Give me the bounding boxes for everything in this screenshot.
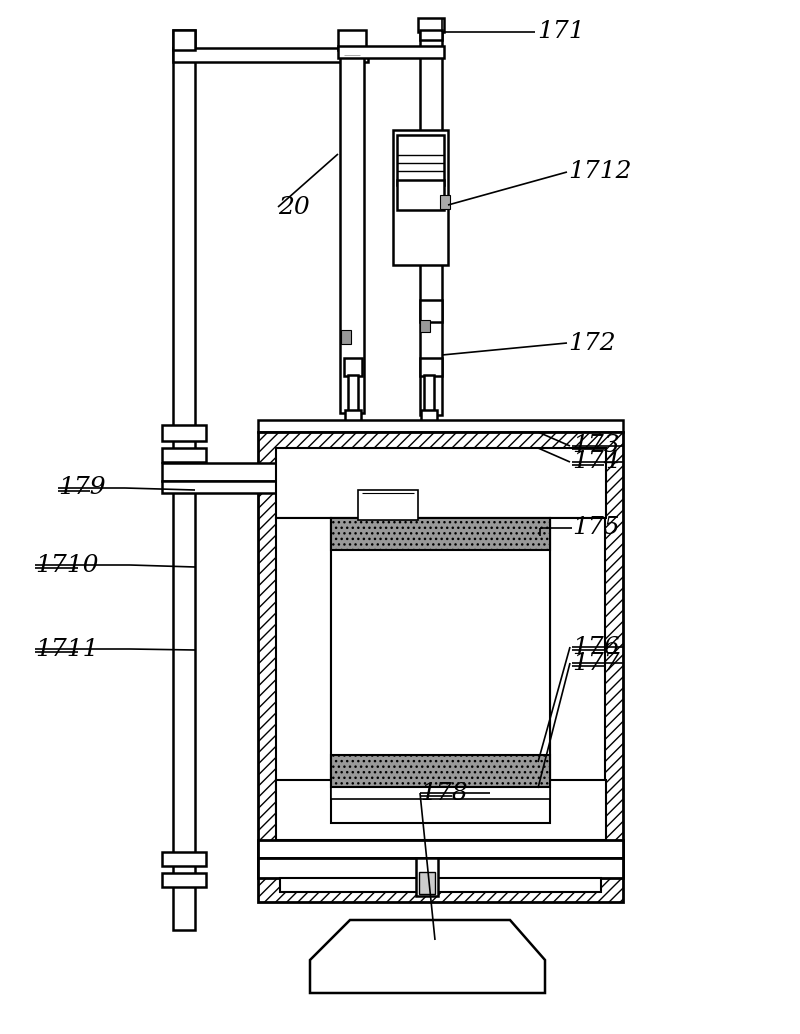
Bar [420, 30, 442, 40]
Bar [421, 410, 437, 424]
Bar [420, 358, 442, 376]
Bar [340, 48, 364, 413]
Bar [550, 518, 605, 818]
Bar [345, 410, 361, 424]
Bar [258, 420, 623, 432]
Text: 172: 172 [568, 332, 616, 355]
Bar [344, 52, 360, 413]
Bar [420, 300, 442, 322]
Bar [162, 448, 206, 462]
Bar [338, 45, 444, 58]
Text: 173: 173 [572, 434, 620, 457]
Bar [162, 873, 206, 887]
Bar [397, 135, 444, 185]
Bar [258, 432, 623, 902]
Bar [258, 858, 623, 878]
Text: 179: 179 [58, 477, 106, 499]
Text: 174: 174 [572, 451, 620, 474]
Bar [393, 130, 448, 265]
Text: 20: 20 [278, 195, 310, 218]
Bar [331, 518, 550, 550]
Text: 176: 176 [572, 636, 620, 659]
Bar [420, 30, 442, 415]
Bar [162, 463, 277, 481]
Bar [162, 425, 206, 440]
Bar [338, 30, 366, 50]
Bar [173, 30, 195, 930]
Bar [341, 330, 351, 344]
Bar [276, 780, 606, 840]
Polygon shape [310, 920, 545, 993]
Bar [419, 872, 435, 894]
Bar [331, 518, 550, 823]
Bar [173, 30, 195, 50]
Text: 1712: 1712 [568, 160, 631, 183]
Bar [344, 358, 362, 376]
Text: 1711: 1711 [35, 638, 98, 661]
Bar [397, 180, 444, 210]
Text: 177: 177 [572, 651, 620, 674]
Bar [162, 852, 206, 866]
Bar [173, 48, 368, 62]
Bar [416, 858, 438, 896]
Bar [258, 840, 623, 858]
Bar [331, 755, 550, 787]
Bar [418, 18, 444, 32]
Bar [276, 518, 331, 818]
Bar [348, 375, 358, 425]
Bar [280, 878, 601, 892]
Bar [276, 448, 606, 518]
Text: 178: 178 [420, 782, 468, 804]
Bar [162, 481, 277, 493]
Bar [424, 375, 434, 425]
Bar [358, 490, 418, 520]
Bar [331, 787, 550, 799]
Bar [440, 195, 450, 209]
Text: 175: 175 [572, 517, 620, 540]
Bar [420, 320, 430, 332]
Text: 171: 171 [537, 21, 585, 43]
Bar [177, 30, 191, 930]
Text: 1710: 1710 [35, 553, 98, 577]
